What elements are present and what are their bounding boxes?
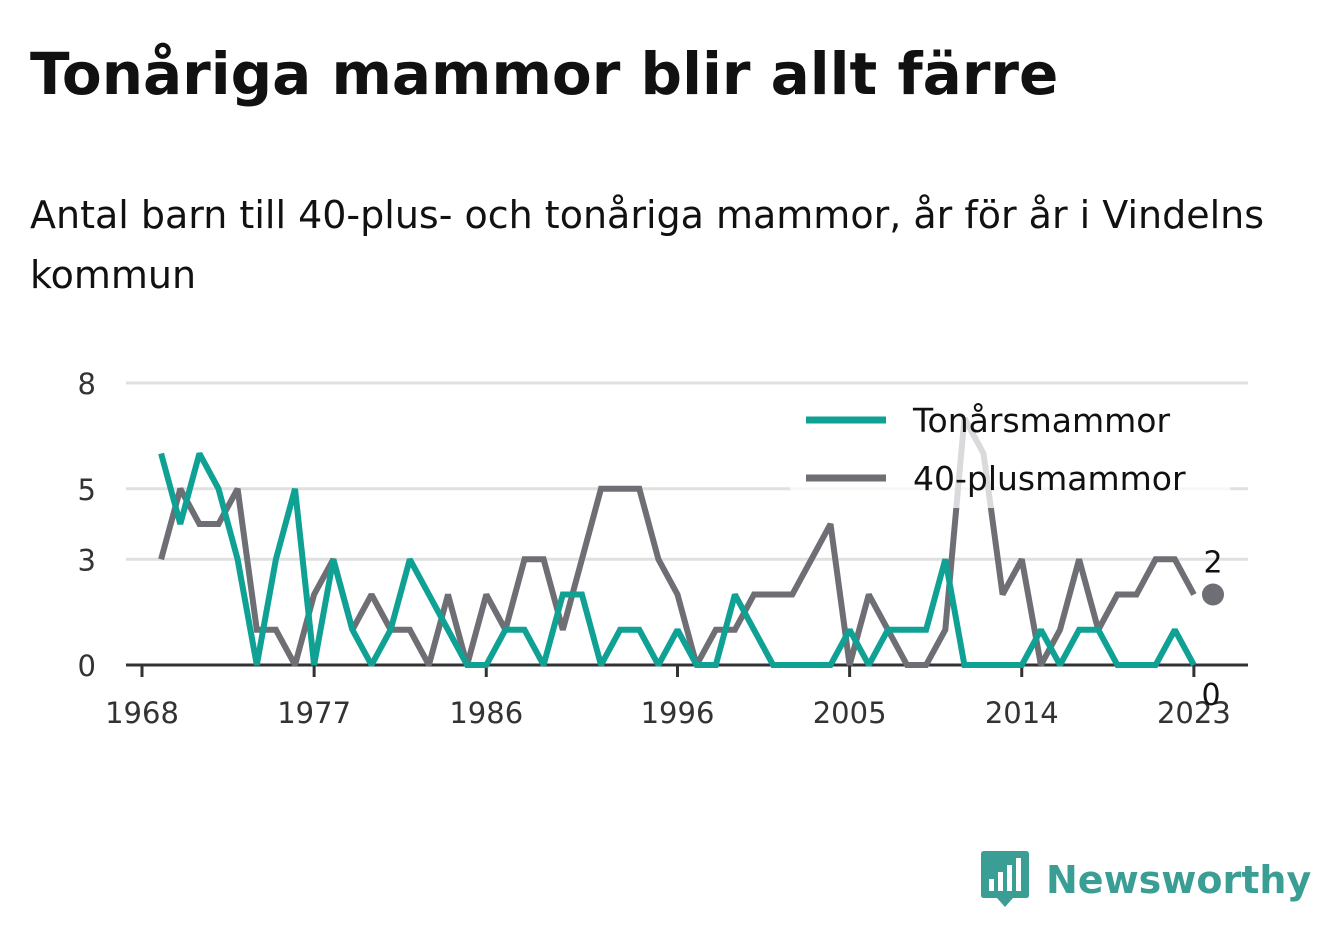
x-tick-label: 1968	[105, 696, 179, 730]
end-value-label: 2	[1203, 546, 1222, 581]
legend-label: Tonårsmammor	[912, 401, 1170, 440]
legend-background	[790, 398, 1230, 508]
x-tick-label: 1977	[277, 696, 351, 730]
y-axis-ticks: 0 3 5 8	[78, 367, 96, 683]
chart-subtitle: Antal barn till 40-plus- och tonåriga ma…	[30, 193, 1265, 297]
y-tick-label: 3	[78, 543, 96, 577]
x-tick-label: 2005	[813, 696, 887, 730]
end-point-marker	[1202, 583, 1224, 606]
series-line-ton-rsmammor	[158, 452, 1197, 668]
x-tick-label: 1986	[449, 696, 523, 730]
x-tick-label: 2023	[1157, 696, 1231, 730]
newsworthy-brand: Newsworthy	[980, 848, 1311, 912]
y-tick-label: 8	[78, 367, 96, 401]
y-tick-label: 0	[78, 649, 96, 683]
series-lines	[158, 416, 1197, 668]
x-axis-ticks: 1968 1977 1986 1996 2005 2014 2023	[105, 663, 1248, 730]
legend: Tonårsmammor 40-plusmammor	[790, 398, 1230, 508]
y-tick-label: 5	[78, 473, 96, 507]
brand-name: Newsworthy	[1046, 858, 1312, 902]
end-labels: 20	[1201, 546, 1224, 713]
bar-chart-logo-icon	[981, 851, 1029, 907]
x-tick-label: 2014	[985, 696, 1059, 730]
x-tick-label: 1996	[641, 696, 715, 730]
end-value-label: 0	[1201, 678, 1220, 713]
chart-title: Tonåriga mammor blir allt färre	[30, 40, 1059, 108]
legend-label: 40-plusmammor	[913, 459, 1186, 498]
